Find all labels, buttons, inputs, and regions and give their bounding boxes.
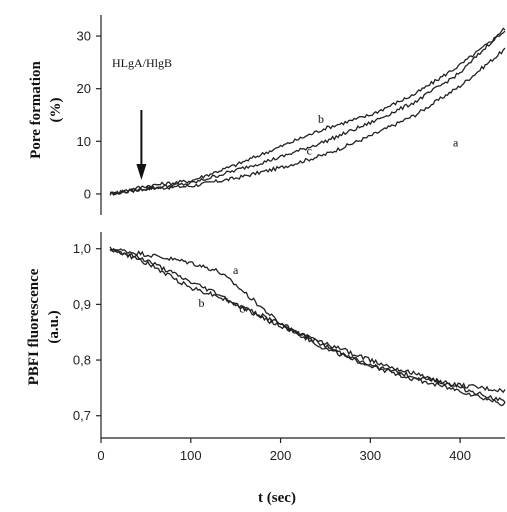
bottom-curve-label-c: c xyxy=(239,302,244,316)
top-series-a-line xyxy=(109,47,506,196)
x-tick-label: 200 xyxy=(270,448,292,463)
bottom-y-tick-label: 0,7 xyxy=(73,408,91,423)
bottom-series-b-line xyxy=(109,248,506,403)
top-ylabel-line1: Pore formation xyxy=(28,61,44,159)
bottom-y-tick-label: 0,8 xyxy=(73,353,91,368)
panel-pore-formation: 0 10 20 30 a b c xyxy=(77,15,506,215)
x-axis-title: t (sec) xyxy=(258,490,296,506)
bottom-curve-label-a: a xyxy=(233,263,239,277)
panel-pbfi-fluorescence: 0,7 0,8 0,9 1,0 a b c 0 100 200 300 400 xyxy=(73,232,506,463)
bottom-series-c-line xyxy=(109,247,506,407)
bottom-curve-label-b: b xyxy=(199,296,205,310)
top-curve-label-b: b xyxy=(318,112,324,126)
top-series-c-line xyxy=(109,27,506,195)
x-tick-label: 100 xyxy=(180,448,202,463)
bottom-series-a-line xyxy=(109,246,506,394)
x-tick-label: 0 xyxy=(97,448,104,463)
top-y-tick-label: 30 xyxy=(77,29,91,44)
annotation-hlga-hlgb: HLgA/HlgB xyxy=(112,56,172,70)
top-ylabel-line2: (%) xyxy=(48,98,64,123)
annotation-arrow-head xyxy=(136,164,147,180)
bottom-y-tick-label: 0,9 xyxy=(73,297,91,312)
top-curve-label-a: a xyxy=(453,136,459,150)
x-tick-label: 400 xyxy=(449,448,471,463)
top-y-tick-label: 10 xyxy=(77,134,91,149)
bottom-ylabel-line2: (a.u.) xyxy=(46,310,62,343)
top-curve-label-c: c xyxy=(307,143,312,157)
bottom-y-tick-label: 1,0 xyxy=(73,241,91,256)
top-y-tick-label: 20 xyxy=(77,81,91,96)
x-tick-label: 300 xyxy=(359,448,381,463)
bottom-ylabel-line1: PBFI fluorescence xyxy=(26,268,42,385)
top-series-b-line xyxy=(109,30,506,196)
top-y-tick-label: 0 xyxy=(84,186,91,201)
